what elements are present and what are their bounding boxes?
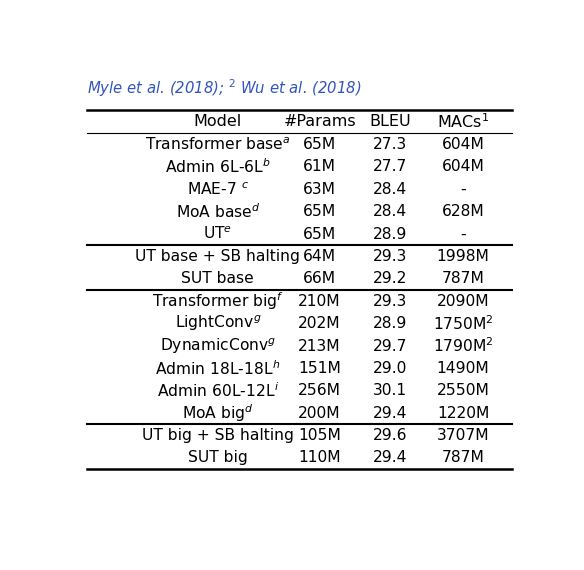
Text: 3707M: 3707M bbox=[437, 428, 489, 443]
Text: 628M: 628M bbox=[442, 204, 485, 219]
Text: 1220M: 1220M bbox=[437, 406, 489, 421]
Text: -: - bbox=[460, 227, 466, 242]
Text: 29.3: 29.3 bbox=[373, 294, 407, 309]
Text: DynamicConv$^{g}$: DynamicConv$^{g}$ bbox=[159, 336, 276, 356]
Text: 63M: 63M bbox=[303, 182, 336, 197]
Text: 604M: 604M bbox=[442, 160, 485, 174]
Text: MACs$^1$: MACs$^1$ bbox=[437, 112, 489, 131]
Text: 604M: 604M bbox=[442, 137, 485, 152]
Text: 27.7: 27.7 bbox=[373, 160, 407, 174]
Text: MoA base$^{d}$: MoA base$^{d}$ bbox=[176, 202, 260, 221]
Text: 2090M: 2090M bbox=[437, 294, 489, 309]
Text: 28.9: 28.9 bbox=[373, 227, 407, 242]
Text: UT big + SB halting: UT big + SB halting bbox=[142, 428, 294, 443]
Text: 213M: 213M bbox=[298, 339, 341, 353]
Text: 105M: 105M bbox=[298, 428, 341, 443]
Text: 28.9: 28.9 bbox=[373, 316, 407, 331]
Text: Transformer base$^{a}$: Transformer base$^{a}$ bbox=[145, 136, 291, 153]
Text: Admin 18L-18L$^{h}$: Admin 18L-18L$^{h}$ bbox=[155, 359, 280, 378]
Text: 65M: 65M bbox=[303, 227, 336, 242]
Text: 202M: 202M bbox=[298, 316, 341, 331]
Text: UT base + SB halting: UT base + SB halting bbox=[135, 249, 300, 264]
Text: Transformer big$^{f}$: Transformer big$^{f}$ bbox=[152, 290, 284, 312]
Text: 2550M: 2550M bbox=[437, 383, 489, 398]
Text: 29.6: 29.6 bbox=[373, 428, 407, 443]
Text: 30.1: 30.1 bbox=[373, 383, 407, 398]
Text: 65M: 65M bbox=[303, 137, 336, 152]
Text: UT$^{e}$: UT$^{e}$ bbox=[203, 226, 232, 242]
Text: SUT base: SUT base bbox=[182, 271, 254, 286]
Text: 210M: 210M bbox=[298, 294, 341, 309]
Text: 29.0: 29.0 bbox=[373, 361, 407, 376]
Text: 29.4: 29.4 bbox=[373, 406, 407, 421]
Text: 200M: 200M bbox=[298, 406, 341, 421]
Text: 1750M$^{2}$: 1750M$^{2}$ bbox=[433, 314, 493, 333]
Text: MoA big$^{d}$: MoA big$^{d}$ bbox=[182, 402, 253, 424]
Text: 61M: 61M bbox=[303, 160, 336, 174]
Text: 110M: 110M bbox=[298, 450, 341, 466]
Text: MAE-7 $^{c}$: MAE-7 $^{c}$ bbox=[187, 181, 249, 198]
Text: 28.4: 28.4 bbox=[373, 204, 407, 219]
Text: 29.7: 29.7 bbox=[373, 339, 407, 353]
Text: 29.3: 29.3 bbox=[373, 249, 407, 264]
Text: 151M: 151M bbox=[298, 361, 341, 376]
Text: 64M: 64M bbox=[303, 249, 336, 264]
Text: Admin 6L-6L$^{b}$: Admin 6L-6L$^{b}$ bbox=[165, 157, 271, 176]
Text: 1998M: 1998M bbox=[437, 249, 489, 264]
Text: 28.4: 28.4 bbox=[373, 182, 407, 197]
Text: BLEU: BLEU bbox=[369, 114, 411, 129]
Text: Myle et al. (2018); $^{2}$ Wu et al. (2018): Myle et al. (2018); $^{2}$ Wu et al. (20… bbox=[86, 78, 361, 99]
Text: 66M: 66M bbox=[303, 271, 336, 286]
Text: 65M: 65M bbox=[303, 204, 336, 219]
Text: SUT big: SUT big bbox=[188, 450, 248, 466]
Text: 787M: 787M bbox=[442, 271, 485, 286]
Text: Model: Model bbox=[194, 114, 242, 129]
Text: 29.2: 29.2 bbox=[373, 271, 407, 286]
Text: 1490M: 1490M bbox=[437, 361, 489, 376]
Text: 27.3: 27.3 bbox=[373, 137, 407, 152]
Text: -: - bbox=[460, 182, 466, 197]
Text: 29.4: 29.4 bbox=[373, 450, 407, 466]
Text: #Params: #Params bbox=[283, 114, 356, 129]
Text: 1790M$^{2}$: 1790M$^{2}$ bbox=[433, 337, 493, 355]
Text: LightConv$^{g}$: LightConv$^{g}$ bbox=[175, 314, 261, 333]
Text: 787M: 787M bbox=[442, 450, 485, 466]
Text: 256M: 256M bbox=[298, 383, 341, 398]
Text: Admin 60L-12L$^{i}$: Admin 60L-12L$^{i}$ bbox=[157, 381, 279, 400]
